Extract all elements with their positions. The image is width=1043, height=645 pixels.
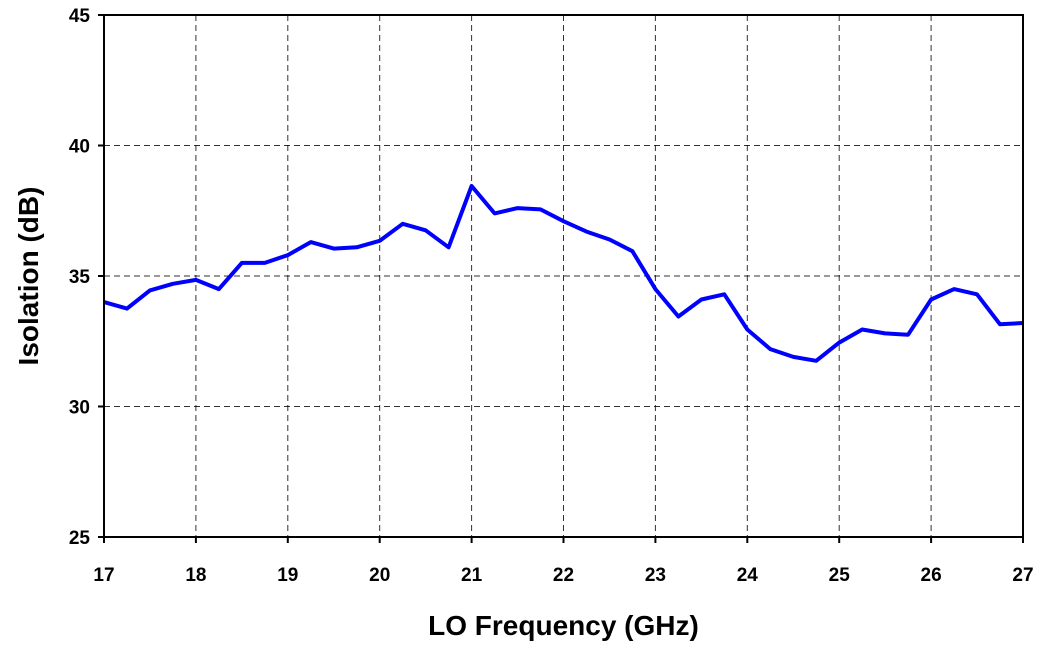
y-tick-labels: 25 30 35 40 45	[69, 6, 104, 549]
x-tick-label: 20	[369, 565, 390, 586]
x-tick-label: 21	[461, 565, 483, 586]
x-tick-label: 25	[829, 565, 851, 586]
x-tick-label: 24	[737, 565, 759, 586]
y-tick-label: 30	[69, 398, 90, 419]
x-tick-label: 27	[1012, 565, 1033, 586]
isolation-series-line	[103, 184, 1024, 363]
y-tick-label: 25	[69, 528, 91, 549]
x-tick-label: 19	[277, 565, 298, 586]
y-tick-label: 35	[69, 267, 91, 288]
x-tick-label: 18	[185, 565, 206, 586]
x-tick-label: 17	[93, 565, 114, 586]
x-tick-label: 26	[921, 565, 942, 586]
y-tick-label: 45	[69, 6, 91, 27]
x-tick-label: 23	[645, 565, 666, 586]
x-axis-label: LO Frequency (GHz)	[428, 610, 699, 641]
series-layer	[103, 184, 1024, 363]
y-tick-label: 40	[69, 137, 90, 158]
grid-lines	[104, 15, 1023, 537]
x-tick-label: 22	[553, 565, 574, 586]
x-tick-labels: 17 18 19 20 21 22 23 24 25 26 27	[93, 537, 1034, 586]
y-axis-label: Isolation (dB)	[13, 187, 44, 366]
